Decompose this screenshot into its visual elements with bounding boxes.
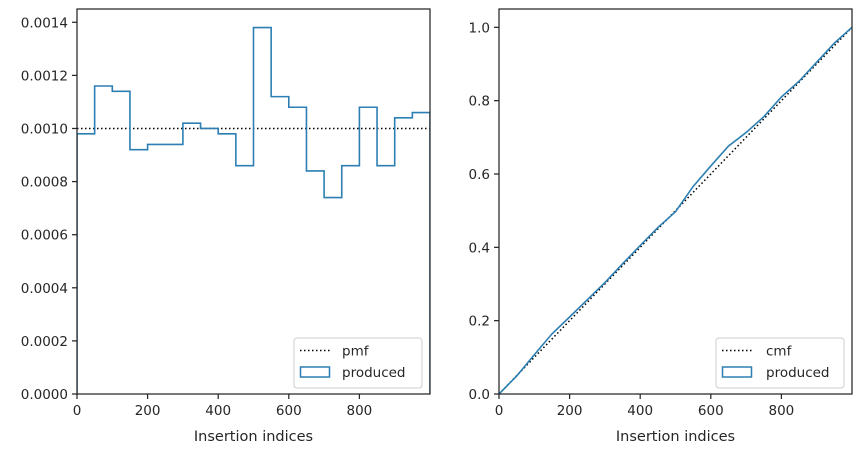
right-x-tick-label: 800: [769, 403, 795, 419]
right-axes-frame: [498, 8, 853, 395]
left-axes-frame: [76, 8, 431, 395]
right-produced-series: [499, 26, 852, 394]
right-legend-produced-label: produced: [766, 365, 830, 381]
left-x-ticks: 0 200 400 600 800: [73, 394, 373, 419]
right-legend: cmf produced: [715, 337, 845, 389]
left-y-tick-label: 0.0012: [21, 68, 68, 84]
left-x-tick-label: 0: [73, 403, 82, 419]
left-y-tick-label: 0.0006: [21, 228, 68, 244]
left-y-tick-label: 0.0004: [21, 281, 68, 297]
left-x-tick-label: 800: [347, 403, 373, 419]
right-legend-cmf-label: cmf: [766, 344, 793, 360]
right-x-tick-label: 400: [627, 403, 653, 419]
left-legend-produced-label: produced: [342, 365, 406, 381]
left-produced-series: [77, 26, 430, 394]
left-legend-box: [293, 337, 423, 389]
left-y-tick-label: 0.0014: [21, 15, 68, 31]
left-x-tick-label: 200: [135, 403, 161, 419]
left-plot-area: [77, 26, 430, 394]
right-legend-produced-handle: [721, 366, 753, 378]
left-legend-pmf-label: pmf: [342, 344, 370, 360]
right-x-tick-label: 200: [557, 403, 583, 419]
left-x-axis-title: Insertion indices: [194, 429, 313, 445]
right-plot-area: [499, 26, 852, 394]
left-y-tick-label: 0.0010: [21, 121, 68, 137]
right-y-tick-label: 0.2: [469, 314, 490, 330]
right-x-ticks: 0 200 400 600 800: [495, 394, 795, 419]
right-x-axis-title: Insertion indices: [616, 429, 735, 445]
right-y-tick-label: 1.0: [469, 20, 490, 36]
right-y-tick-label: 0.0: [469, 387, 490, 403]
right-y-tick-label: 0.4: [469, 240, 490, 256]
left-x-tick-label: 600: [276, 403, 302, 419]
left-x-tick-label: 400: [205, 403, 231, 419]
left-legend: pmf produced: [293, 337, 423, 389]
right-y-tick-label: 0.6: [469, 167, 490, 183]
left-y-tick-label: 0.0002: [21, 334, 68, 350]
right-cmf-line: [499, 26, 852, 394]
chart-left: 0.0000 0.0002 0.0004 0.0006 0.0008 0.0010 0.00…: [21, 8, 431, 445]
left-y-ticks: 0.0000 0.0002 0.0004 0.0006 0.0008 0.0010 0.00…: [21, 15, 77, 403]
right-y-ticks: 0.0 0.2 0.4 0.6 0.8 1.0: [469, 20, 499, 403]
right-x-tick-label: 600: [698, 403, 724, 419]
left-y-tick-label: 0.0008: [21, 175, 68, 191]
chart-right: 0.0 0.2 0.4 0.6 0.8 1.0 0 200 400 600 800 Inserti…: [469, 8, 853, 445]
right-x-tick-label: 0: [495, 403, 504, 419]
right-y-tick-label: 0.8: [469, 94, 490, 110]
left-legend-produced-handle: [299, 366, 331, 378]
left-y-tick-label: 0.0000: [21, 387, 68, 403]
right-legend-box: [715, 337, 845, 389]
